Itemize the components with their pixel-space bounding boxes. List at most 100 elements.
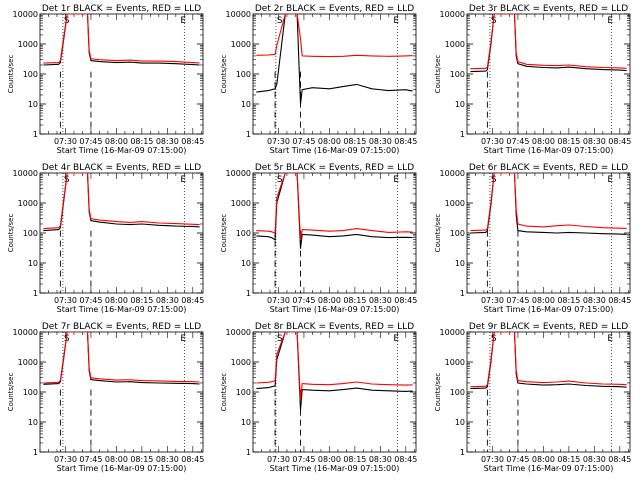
y-tick-label: 100 — [23, 388, 38, 397]
chart-title: Det 1r BLACK = Events, RED = LLD — [42, 4, 201, 14]
y-tick-label: 1 — [460, 289, 465, 298]
x-tick-label: 08:30 — [156, 137, 179, 146]
x-tick-label: 07:45 — [506, 455, 529, 464]
y-axis-label: Counts/sec — [220, 373, 228, 412]
x-tick-label: 08:45 — [181, 296, 204, 305]
series-group — [470, 332, 627, 390]
y-axis-label: Counts/sec — [7, 373, 15, 412]
x-tick-label: 08:00 — [318, 296, 341, 305]
x-tick-label: 08:30 — [583, 455, 606, 464]
x-axis-label: Start Time (16-Mar-09 07:15:00) — [484, 146, 614, 155]
y-tick-label: 1 — [246, 130, 251, 139]
y-axis-label: Counts/sec — [7, 214, 15, 253]
x-axis-label: Start Time (16-Mar-09 07:15:00) — [57, 464, 187, 473]
lld-series-line — [43, 173, 200, 230]
chart-title: Det 5r BLACK = Events, RED = LLD — [255, 163, 414, 173]
chart-panel-2: Det 2r BLACK = Events, RED = LLD 1 10 100 10… — [220, 4, 417, 155]
y-tick-label: 10000 — [226, 169, 251, 178]
y-tick-label: 100 — [236, 229, 251, 238]
y-axis-label: Counts/sec — [434, 214, 442, 253]
x-axis-label: Start Time (16-Mar-09 07:15:00) — [57, 146, 187, 155]
start-marker: S — [277, 334, 283, 344]
lld-series-line — [470, 173, 627, 232]
x-tick-label: 08:00 — [105, 455, 128, 464]
y-tick-label: 100 — [450, 388, 465, 397]
start-marker: S — [277, 175, 283, 185]
x-tick-label: 08:00 — [318, 455, 341, 464]
x-tick-label: 07:45 — [506, 137, 529, 146]
x-tick-label: 08:30 — [369, 296, 392, 305]
x-axis-label: Start Time (16-Mar-09 07:15:00) — [270, 464, 400, 473]
y-tick-label: 1 — [33, 130, 38, 139]
y-tick-label: 10000 — [13, 10, 38, 19]
start-marker: S — [64, 175, 70, 185]
x-tick-label: 08:45 — [394, 296, 417, 305]
x-tick-label: 08:45 — [181, 137, 204, 146]
x-tick-label: 07:30 — [54, 455, 77, 464]
y-tick-label: 100 — [236, 388, 251, 397]
chart-panel-5: Det 5r BLACK = Events, RED = LLD 1 10 100 10… — [220, 163, 417, 314]
y-tick-label: 100 — [450, 70, 465, 79]
y-tick-label: 10000 — [13, 328, 38, 337]
y-tick-label: 10 — [241, 100, 251, 109]
chart-title: Det 3r BLACK = Events, RED = LLD — [469, 4, 628, 14]
x-tick-label: 08:15 — [343, 137, 366, 146]
events-series-line — [470, 332, 627, 390]
start-marker: S — [277, 16, 283, 26]
lld-series-line — [43, 14, 200, 64]
x-tick-label: 08:30 — [583, 296, 606, 305]
series-group — [43, 332, 200, 385]
y-tick-label: 1 — [246, 289, 251, 298]
y-tick-label: 100 — [23, 229, 38, 238]
x-tick-label: 08:30 — [369, 455, 392, 464]
x-tick-label: 08:00 — [105, 137, 128, 146]
y-tick-label: 10000 — [440, 10, 465, 19]
end-marker: E — [607, 16, 613, 26]
y-tick-label: 1 — [460, 130, 465, 139]
start-marker: S — [64, 334, 70, 344]
y-tick-label: 1000 — [445, 358, 465, 367]
y-tick-label: 1 — [33, 289, 38, 298]
lld-series-line — [256, 173, 413, 240]
y-tick-label: 10000 — [13, 169, 38, 178]
y-tick-label: 10 — [28, 259, 38, 268]
lld-series-line — [470, 14, 627, 70]
lld-series-line — [43, 332, 200, 384]
y-tick-label: 10 — [28, 418, 38, 427]
y-tick-label: 10000 — [226, 10, 251, 19]
events-series-line — [256, 173, 413, 249]
chart-title: Det 7r BLACK = Events, RED = LLD — [42, 322, 201, 332]
y-tick-label: 10 — [455, 418, 465, 427]
chart-panel-9: Det 9r BLACK = Events, RED = LLD 1 10 100 10… — [434, 322, 631, 473]
chart-title: Det 2r BLACK = Events, RED = LLD — [255, 4, 414, 14]
y-axis-label: Counts/sec — [434, 55, 442, 94]
y-tick-label: 1000 — [231, 199, 251, 208]
x-tick-label: 07:45 — [79, 137, 102, 146]
y-axis-label: Counts/sec — [7, 55, 15, 94]
end-marker: E — [180, 334, 186, 344]
x-tick-label: 08:00 — [318, 137, 341, 146]
y-tick-label: 1 — [246, 448, 251, 457]
x-tick-label: 07:45 — [292, 455, 315, 464]
x-tick-label: 08:00 — [532, 296, 555, 305]
y-tick-label: 1000 — [18, 199, 38, 208]
x-tick-label: 07:45 — [79, 296, 102, 305]
y-tick-label: 1000 — [231, 40, 251, 49]
chart-panel-1: Det 1r BLACK = Events, RED = LLD 1 10 100 10… — [7, 4, 204, 155]
series-group — [256, 14, 413, 105]
x-tick-label: 08:30 — [156, 455, 179, 464]
x-tick-label: 08:45 — [394, 137, 417, 146]
x-tick-label: 08:15 — [557, 296, 580, 305]
chart-panel-8: Det 8r BLACK = Events, RED = LLD 1 10 100 10… — [220, 322, 417, 473]
x-tick-label: 08:45 — [394, 455, 417, 464]
y-tick-label: 1000 — [231, 358, 251, 367]
end-marker: E — [180, 16, 186, 26]
x-tick-label: 07:30 — [54, 296, 77, 305]
plot-frame — [252, 331, 417, 453]
x-tick-label: 08:15 — [343, 296, 366, 305]
x-tick-label: 08:30 — [369, 137, 392, 146]
x-tick-label: 07:45 — [292, 137, 315, 146]
x-tick-label: 07:45 — [292, 296, 315, 305]
y-axis-label: Counts/sec — [220, 214, 228, 253]
